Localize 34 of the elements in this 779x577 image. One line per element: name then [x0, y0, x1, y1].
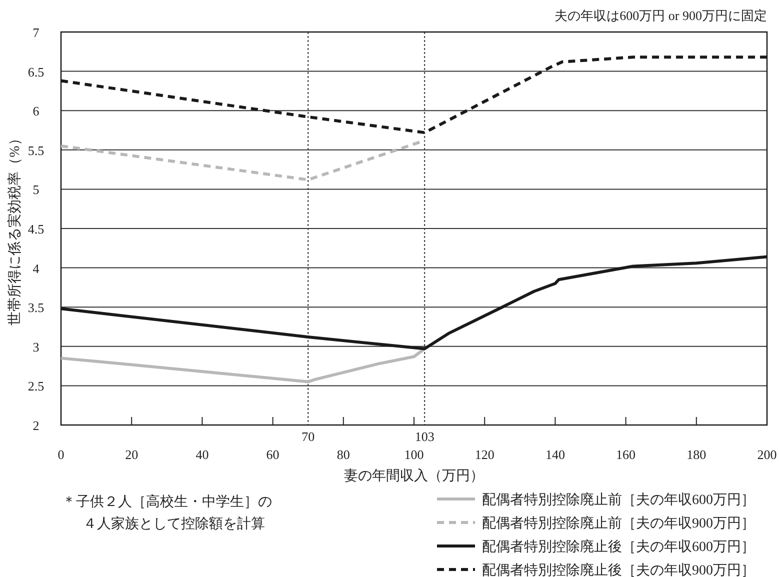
y-tick-label: 5: [32, 182, 40, 198]
y-tick-label: 3.5: [28, 300, 44, 316]
y-tick-label: 5.5: [28, 142, 44, 158]
x-tick-label: 40: [196, 447, 209, 462]
legend-label: 配偶者特別控除廃止前［夫の年収600万円］: [482, 492, 755, 508]
text: ４人家族として控除額を計算: [83, 516, 265, 532]
ref-line-label: 70: [302, 429, 315, 444]
x-tick-label: 120: [474, 447, 494, 462]
x-tick-label: 140: [545, 447, 565, 462]
x-tick-label: 180: [686, 447, 706, 462]
y-tick-label: 7: [32, 25, 40, 40]
x-tick-label: 80: [336, 447, 350, 462]
y-tick-label: 6.5: [28, 64, 44, 80]
text: ＊子供２人［高校生・中学生］の: [62, 494, 272, 510]
y-axis-title: 世帯所得に係る実効税率（%）: [7, 132, 23, 326]
legend-label: 配偶者特別控除廃止後［夫の年収900万円］: [482, 562, 755, 577]
x-tick-label: 60: [266, 447, 280, 462]
x-tick-label: 100: [404, 447, 424, 462]
x-tick-label: 0: [58, 447, 64, 462]
y-tick-label: 4: [32, 260, 40, 276]
legend-label: 配偶者特別控除廃止前［夫の年収900万円］: [482, 516, 755, 532]
y-tick-label: 6: [32, 104, 40, 119]
y-tick-label: 2.5: [28, 378, 44, 394]
y-tick-label: 4.5: [28, 222, 44, 236]
x-axis-title: 妻の年間収入（万円）: [344, 468, 484, 484]
x-tick-label: 20: [125, 447, 138, 462]
text: 夫の年収は600万円 or 900万円に固定: [554, 8, 767, 23]
legend-label: 配偶者特別控除廃止後［夫の年収600万円］: [482, 539, 755, 555]
ref-line-label: 103: [414, 429, 434, 444]
y-tick-label: 3: [32, 339, 40, 354]
line-series: [60, 347, 426, 384]
x-tick-label: 160: [616, 447, 636, 462]
x-tick-label: 200: [757, 447, 777, 462]
y-tick-label: 2: [32, 418, 40, 433]
